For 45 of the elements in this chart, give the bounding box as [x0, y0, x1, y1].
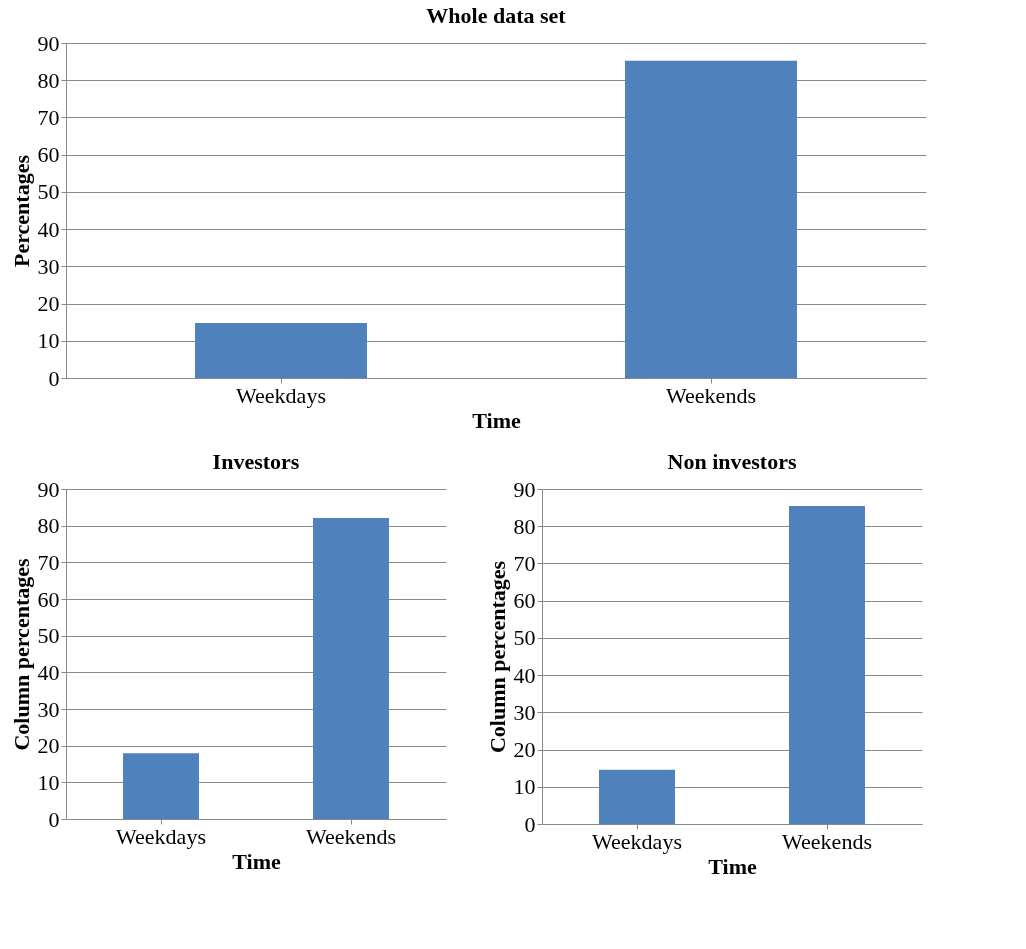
y-tick-label: 80 [37, 67, 60, 93]
y-tick-label: 60 [513, 588, 536, 614]
y-tick-label: 40 [37, 659, 60, 685]
y-tick-label: 50 [513, 625, 536, 651]
x-axis-title: Time [708, 853, 757, 879]
y-tick-label: 30 [513, 699, 536, 725]
y-tick-label: 0 [48, 365, 60, 391]
y-axis-title: Column percentages [8, 558, 34, 751]
y-tick-label: 0 [524, 811, 536, 837]
y-tick-label: 90 [37, 30, 60, 56]
y-tick-label: 80 [513, 513, 536, 539]
y-tick-label: 60 [37, 142, 60, 168]
y-tick-label: 70 [513, 550, 536, 576]
y-tick-label: 90 [37, 476, 60, 502]
x-tick-label: Weekends [782, 828, 872, 854]
y-tick-label: 20 [37, 291, 60, 317]
y-tick-label: 40 [37, 216, 60, 242]
y-tick-label: 90 [513, 476, 536, 502]
y-tick-label: 20 [513, 737, 536, 763]
y-tick-label: 10 [513, 774, 536, 800]
y-tick-label: 80 [37, 513, 60, 539]
y-tick-label: 10 [37, 328, 60, 354]
y-tick-label: 60 [37, 586, 60, 612]
y-tick-label: 50 [37, 623, 60, 649]
y-tick-label: 20 [37, 733, 60, 759]
y-axis-title: Percentages [8, 154, 34, 267]
y-tick-label: 70 [37, 549, 60, 575]
x-tick-label: Weekends [306, 823, 396, 849]
x-axis-title: Time [232, 848, 281, 874]
x-tick-label: Weekdays [236, 382, 326, 408]
x-tick-label: Weekends [666, 382, 756, 408]
y-tick-label: 40 [513, 662, 536, 688]
x-axis-title: Time [472, 407, 521, 433]
chart-title: Non investors [667, 449, 797, 474]
y-tick-label: 70 [37, 104, 60, 130]
y-tick-label: 10 [37, 769, 60, 795]
y-tick-label: 30 [37, 253, 60, 279]
chart-title: Investors [212, 449, 300, 474]
x-tick-label: Weekdays [116, 823, 206, 849]
x-tick-label: Weekdays [592, 828, 682, 854]
y-axis-title: Column percentages [484, 560, 510, 754]
chart-title: Whole data set [426, 3, 567, 28]
y-tick-label: 30 [37, 696, 60, 722]
y-tick-label: 50 [37, 179, 60, 205]
y-tick-label: 0 [48, 806, 60, 832]
